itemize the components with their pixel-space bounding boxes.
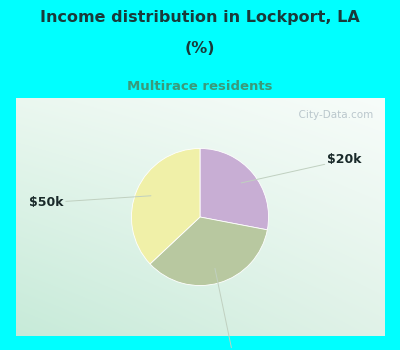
Text: Multirace residents: Multirace residents [127,80,273,93]
Wedge shape [150,217,267,286]
Text: City-Data.com: City-Data.com [292,110,373,120]
Text: $20k: $20k [241,153,362,183]
Text: $50k: $50k [28,196,151,209]
Text: Income distribution in Lockport, LA: Income distribution in Lockport, LA [40,10,360,25]
Text: $75k: $75k [215,268,250,350]
Text: (%): (%) [185,41,215,56]
Wedge shape [132,148,200,264]
Wedge shape [200,148,268,230]
